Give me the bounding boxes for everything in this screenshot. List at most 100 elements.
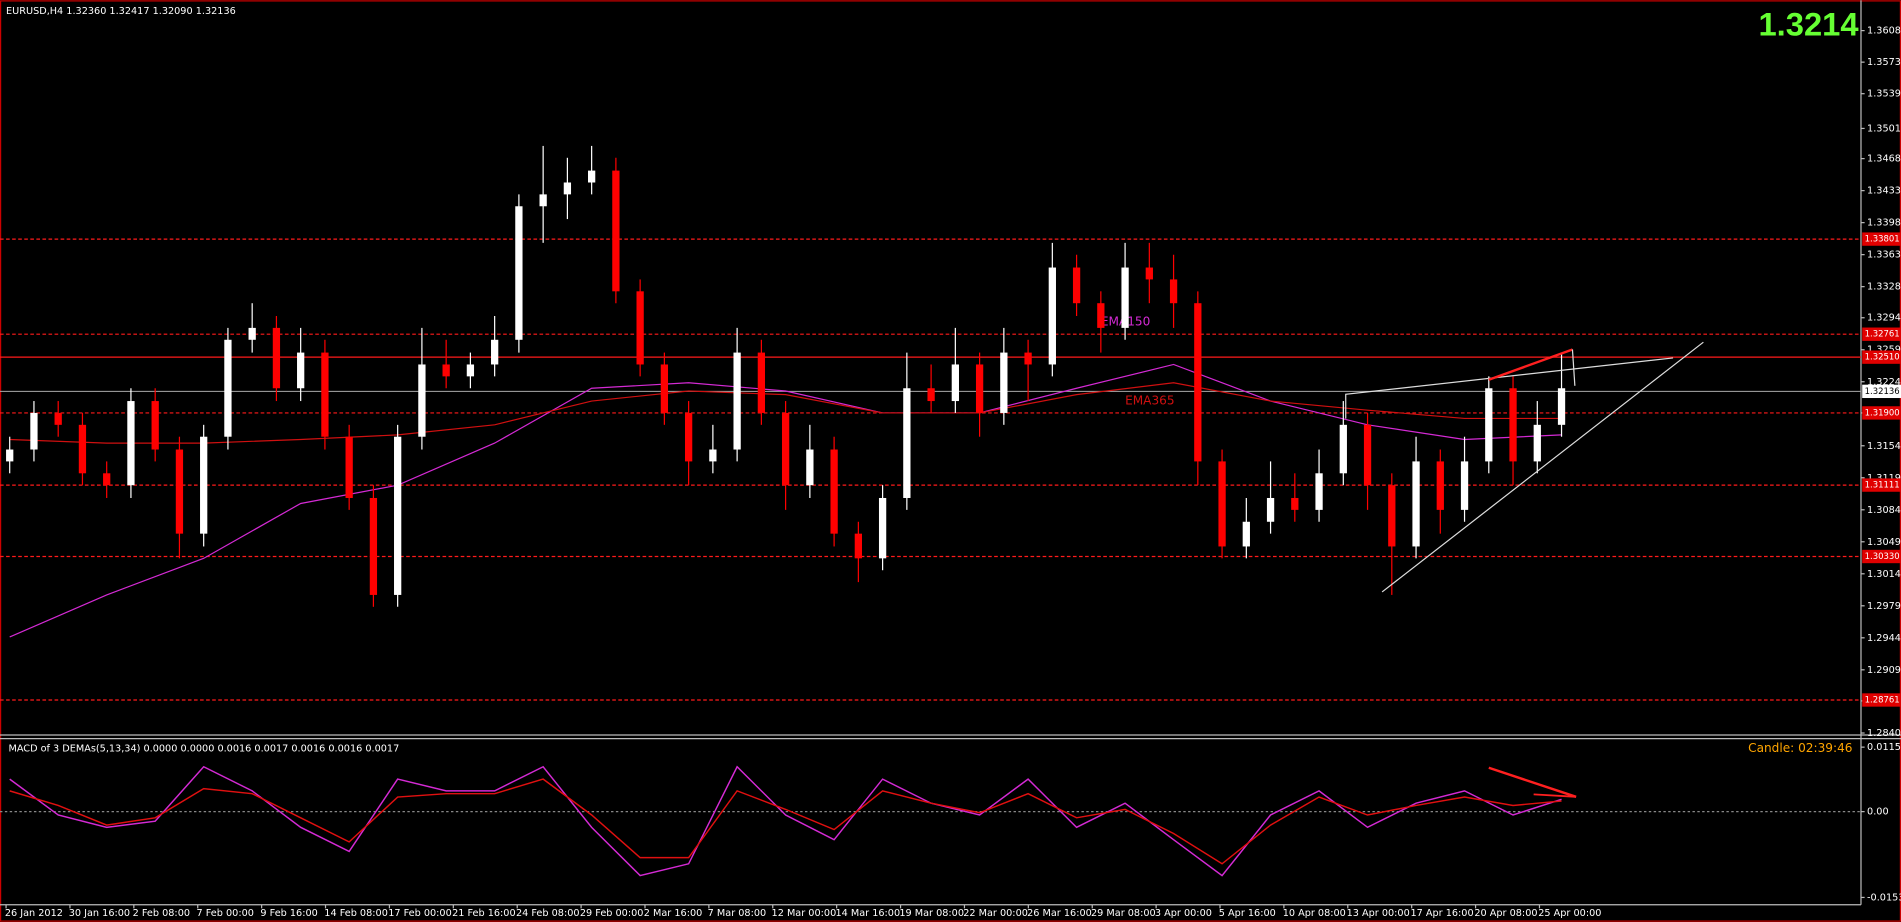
candle-body	[1218, 461, 1226, 547]
x-tick-label: 21 Feb 16:00	[452, 908, 516, 919]
candle-body	[30, 412, 38, 450]
level-tag-label: 1.33801	[1865, 234, 1900, 244]
candle-body	[491, 339, 499, 365]
level-tag-label: 1.31111	[1865, 480, 1900, 490]
candle-body	[394, 436, 402, 595]
x-tick-label: 13 Apr 00:00	[1347, 908, 1410, 919]
x-tick-label: 14 Feb 08:00	[324, 908, 388, 919]
x-tick-label: 7 Feb 00:00	[197, 908, 254, 919]
level-tag	[1862, 693, 1901, 707]
level-tag-label: 1.31900	[1865, 407, 1900, 417]
candle-body	[612, 170, 620, 292]
candle-body	[951, 364, 959, 402]
candle-body	[830, 449, 838, 534]
x-tick-label: 29 Feb 00:00	[580, 908, 644, 919]
candle-body	[1121, 267, 1129, 328]
trendline	[1345, 357, 1674, 419]
macd-title: MACD of 3 DEMAs(5,13,34) 0.0000 0.0000 0…	[8, 743, 399, 754]
candle-timer: Candle: 02:39:46	[1748, 741, 1852, 755]
level-tag	[1862, 232, 1901, 246]
candle-body	[200, 436, 208, 534]
ema-label: EMA365	[1125, 393, 1175, 407]
candle-body	[1242, 521, 1250, 547]
candle-body	[1000, 352, 1008, 413]
candle-body	[248, 327, 256, 340]
candle-body	[636, 291, 644, 365]
candle-body	[1097, 303, 1105, 328]
candle-body	[1315, 473, 1323, 510]
candle-body	[321, 352, 329, 437]
candle-body	[684, 412, 693, 462]
candle-body	[1388, 485, 1396, 547]
divergence-line	[1533, 793, 1577, 798]
candle-body	[78, 424, 87, 474]
ema-line	[9, 363, 1562, 638]
candle-body	[224, 339, 232, 437]
candle-body	[563, 182, 572, 195]
candle-body	[903, 388, 911, 498]
candle-body	[1291, 497, 1299, 510]
candle-body	[1048, 267, 1056, 365]
candle-body	[272, 327, 281, 389]
x-tick-label: 2 Feb 08:00	[133, 908, 190, 919]
y-tick-label: 1.28400	[1867, 728, 1901, 739]
candle-body	[854, 533, 862, 559]
candle-body	[1072, 267, 1081, 304]
ema-line	[9, 382, 1562, 444]
x-tick-label: 19 Mar 08:00	[899, 908, 964, 919]
candle-body	[1509, 388, 1517, 462]
x-tick-label: 12 Mar 00:00	[772, 908, 837, 919]
macd-y-tick-label: 0.00	[1867, 807, 1889, 818]
candle-body	[733, 352, 741, 450]
x-tick-label: 14 Mar 16:00	[835, 908, 900, 919]
x-tick-label: 20 Apr 08:00	[1474, 908, 1537, 919]
macd-line	[9, 778, 1562, 865]
candle-body	[1557, 388, 1566, 425]
x-tick-label: 24 Feb 08:00	[516, 908, 580, 919]
candle-body	[878, 497, 887, 559]
candle-body	[660, 364, 669, 413]
level-tag	[1862, 406, 1901, 420]
x-tick-label: 2 Mar 16:00	[644, 908, 703, 919]
candle-body	[1436, 461, 1444, 510]
candle-body	[1339, 424, 1347, 474]
candle-body	[515, 206, 523, 340]
candle-body	[1266, 497, 1275, 522]
candle-body	[1533, 424, 1541, 462]
level-tag	[1862, 350, 1901, 364]
macd-line	[9, 765, 1562, 877]
candle-body	[175, 449, 184, 534]
x-tick-label: 26 Jan 2012	[5, 908, 63, 919]
candle-body	[588, 170, 596, 183]
level-tag	[1862, 549, 1901, 564]
candle-body	[1485, 388, 1493, 462]
x-tick-label: 7 Mar 08:00	[708, 908, 767, 919]
x-tick-label: 5 Apr 16:00	[1219, 908, 1276, 919]
current-price-tag	[1862, 384, 1901, 399]
level-tag-label: 1.32761	[1865, 329, 1900, 339]
candle-body	[1024, 352, 1032, 365]
candle-body	[418, 364, 426, 437]
x-tick-label: 30 Jan 16:00	[69, 908, 130, 919]
x-tick-label: 17 Apr 16:00	[1410, 908, 1473, 919]
candle-body	[975, 364, 984, 413]
candle-body	[781, 412, 790, 486]
trendline	[1381, 341, 1704, 593]
candle-body	[369, 497, 378, 595]
current-price-label: 1.32136	[1865, 386, 1900, 396]
